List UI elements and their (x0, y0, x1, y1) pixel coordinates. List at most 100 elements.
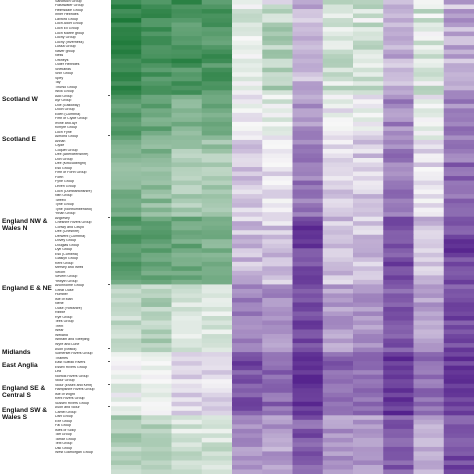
heatmap-cell (413, 329, 445, 335)
heatmap-cell (201, 248, 233, 254)
heatmap-cell (383, 90, 414, 96)
heatmap-cell (353, 112, 384, 118)
heatmap-cell (232, 297, 263, 303)
heatmap-cell (322, 54, 354, 60)
heatmap-cell (383, 230, 414, 236)
heatmap-cell (232, 54, 263, 60)
heatmap-cell (201, 347, 233, 353)
heatmap-cell (111, 212, 142, 218)
heatmap-cell (111, 4, 142, 10)
heatmap-cell (232, 329, 263, 335)
heatmap-cell (353, 31, 384, 37)
heatmap-cell (201, 0, 233, 5)
heatmap-cell (141, 85, 172, 91)
heatmap-cell (171, 45, 203, 51)
row-label: Shin Group (55, 72, 74, 76)
heatmap-cell (171, 49, 203, 55)
heatmap-cell (111, 117, 142, 123)
heatmap-cell (141, 428, 172, 434)
heatmap-cell (201, 297, 233, 303)
heatmap-cell (322, 320, 354, 326)
heatmap-cell (141, 288, 172, 294)
heatmap-cell (413, 320, 445, 326)
heatmap-cell (353, 13, 384, 19)
row-label: Forth (55, 175, 64, 179)
row-label: Lea (55, 370, 61, 374)
heatmap-cell (232, 284, 263, 290)
heatmap-cell (353, 148, 384, 154)
heatmap-cell (413, 334, 445, 339)
heatmap-cell (141, 81, 172, 87)
heatmap-cell (443, 76, 474, 82)
heatmap-cell (322, 144, 354, 150)
heatmap-cell (322, 18, 354, 23)
heatmap-cell (111, 397, 142, 403)
heatmap-cell (262, 45, 293, 51)
heatmap-cell (443, 13, 474, 19)
heatmap-cell (413, 415, 445, 421)
heatmap-cell (322, 397, 354, 403)
heatmap-cell (353, 356, 384, 362)
heatmap-cell (111, 293, 142, 299)
heatmap-cell (353, 45, 384, 51)
heatmap-cell (383, 45, 414, 51)
heatmap-cell (353, 212, 384, 218)
heatmap-cell (171, 148, 203, 154)
heatmap-cell (262, 446, 293, 452)
heatmap-cell (171, 158, 203, 163)
heatmap-cell (171, 270, 203, 276)
heatmap-cell (443, 383, 474, 389)
heatmap-cell (232, 356, 263, 362)
heatmap-cell (262, 361, 293, 367)
heatmap-cell (292, 469, 324, 474)
heatmap-cell (322, 415, 354, 421)
heatmap-cell (171, 167, 203, 172)
heatmap-cell (322, 316, 354, 321)
heatmap-cell (262, 144, 293, 150)
heatmap-cell (262, 437, 293, 443)
heatmap-cell (232, 288, 263, 294)
heatmap-cell (262, 424, 293, 430)
heatmap-cell (322, 126, 354, 132)
heatmap-cell (443, 81, 474, 87)
heatmap-cell (201, 266, 233, 272)
heatmap-cell (413, 31, 445, 37)
heatmap-cell (322, 135, 354, 141)
heatmap-cell (171, 90, 203, 96)
heatmap-cell (443, 108, 474, 114)
heatmap-cell (171, 207, 203, 213)
heatmap-cell (292, 40, 324, 46)
heatmap-cell (232, 9, 263, 14)
heatmap-cell (141, 221, 172, 227)
heatmap-cell (201, 451, 233, 457)
heatmap-cell (171, 194, 203, 200)
heatmap-cell (413, 406, 445, 412)
heatmap-cell (292, 419, 324, 425)
heatmap-cell (443, 392, 474, 398)
heatmap-cell (201, 379, 233, 385)
heatmap-cell (232, 275, 263, 281)
heatmap-cell (232, 415, 263, 421)
heatmap-cell (413, 126, 445, 132)
heatmap-cell (322, 410, 354, 416)
heatmap-cell (443, 374, 474, 380)
heatmap-cell (353, 383, 384, 389)
heatmap-cell (383, 415, 414, 421)
heatmap-cell (141, 306, 172, 312)
heatmap-cell (353, 370, 384, 376)
heatmap-cell (141, 9, 172, 14)
heatmap-cell (111, 103, 142, 109)
heatmap-cell (201, 334, 233, 339)
heatmap-cell (141, 406, 172, 412)
heatmap-cell (232, 63, 263, 69)
heatmap-cell (383, 63, 414, 69)
heatmap-cell (201, 90, 233, 96)
row-label: Inner Hebrides (55, 13, 79, 17)
heatmap-cell (383, 103, 414, 109)
heatmap-cell (443, 379, 474, 385)
row-label: Anglesey (55, 216, 70, 220)
heatmap-cell (353, 433, 384, 439)
heatmap-cell (232, 58, 263, 64)
heatmap-cell (171, 85, 203, 91)
heatmap-cell (262, 230, 293, 236)
